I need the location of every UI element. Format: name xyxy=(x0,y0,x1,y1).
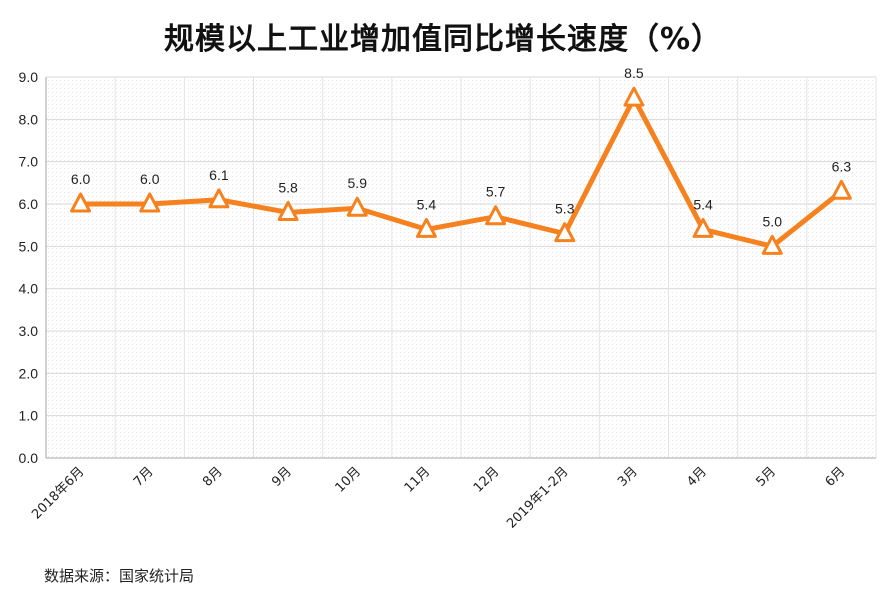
x-tick-label: 11月 xyxy=(402,464,433,495)
x-tick-label: 7月 xyxy=(131,464,157,490)
data-label: 5.3 xyxy=(555,201,575,217)
data-label: 5.7 xyxy=(486,184,506,200)
data-point-marker xyxy=(346,196,368,217)
data-label: 5.9 xyxy=(348,175,368,191)
y-tick-labels: 0.0 1.0 2.0 3.0 4.0 5.0 6.0 7.0 8.0 9.0 xyxy=(19,69,39,466)
data-point-marker xyxy=(623,86,645,107)
x-tick-label: 8月 xyxy=(200,464,226,490)
y-tick-label: 5.0 xyxy=(19,238,39,254)
y-tick-label: 8.0 xyxy=(19,111,39,127)
x-tick-labels: 2018年6月 7月 8月 9月 10月 11月 12月 2019年1-2月 3月 4月 5月 6月 xyxy=(29,464,848,531)
x-tick-label: 2018年6月 xyxy=(29,464,87,522)
data-point-marker xyxy=(415,217,437,238)
source-note: 数据来源：国家统计局 xyxy=(44,567,195,585)
data-point-marker xyxy=(761,234,783,255)
series-markers xyxy=(70,86,852,255)
x-tick-label: 9月 xyxy=(269,464,295,490)
y-tick-label: 2.0 xyxy=(19,365,39,381)
data-label: 6.1 xyxy=(209,167,229,183)
y-tick-label: 1.0 xyxy=(19,408,39,424)
y-tick-label: 0.0 xyxy=(19,450,39,466)
data-label: 6.0 xyxy=(140,171,160,187)
data-point-marker xyxy=(554,222,576,243)
y-tick-label: 3.0 xyxy=(19,323,39,339)
x-tick-label: 2019年1-2月 xyxy=(504,464,571,531)
y-tick-label: 7.0 xyxy=(19,154,39,170)
x-tick-label: 5月 xyxy=(753,464,779,490)
series-line xyxy=(78,95,844,249)
y-tick-label: 6.0 xyxy=(19,196,39,212)
data-label: 5.0 xyxy=(763,213,783,229)
data-label: 6.3 xyxy=(832,158,852,174)
axes xyxy=(45,77,876,459)
data-point-marker xyxy=(277,200,299,221)
chart-title: 规模以上工业增加值同比增长速度（%） xyxy=(163,22,723,57)
series-line xyxy=(78,95,844,249)
data-label: 6.0 xyxy=(71,171,91,187)
y-tick-label: 4.0 xyxy=(19,281,39,297)
data-point-marker xyxy=(70,192,92,213)
data-point-marker xyxy=(692,217,714,238)
data-label: 5.4 xyxy=(693,196,713,212)
x-tick-label: 4月 xyxy=(684,464,710,490)
x-tick-label: 10月 xyxy=(333,464,364,495)
data-label: 5.8 xyxy=(278,179,298,195)
data-label: 8.5 xyxy=(624,65,644,81)
x-tick-label: 12月 xyxy=(471,464,502,495)
data-label: 5.4 xyxy=(417,196,437,212)
data-labels: 6.0 6.0 6.1 5.8 5.9 5.4 5.7 5.3 8.5 5.4 5.0 6.3 xyxy=(71,65,852,229)
data-point-marker xyxy=(830,179,852,200)
x-tick-label: 6月 xyxy=(823,464,849,490)
data-point-marker xyxy=(208,188,230,209)
data-point-marker xyxy=(139,192,161,213)
y-tick-label: 9.0 xyxy=(19,69,39,85)
data-point-marker xyxy=(485,205,507,226)
x-tick-label: 3月 xyxy=(615,464,641,490)
